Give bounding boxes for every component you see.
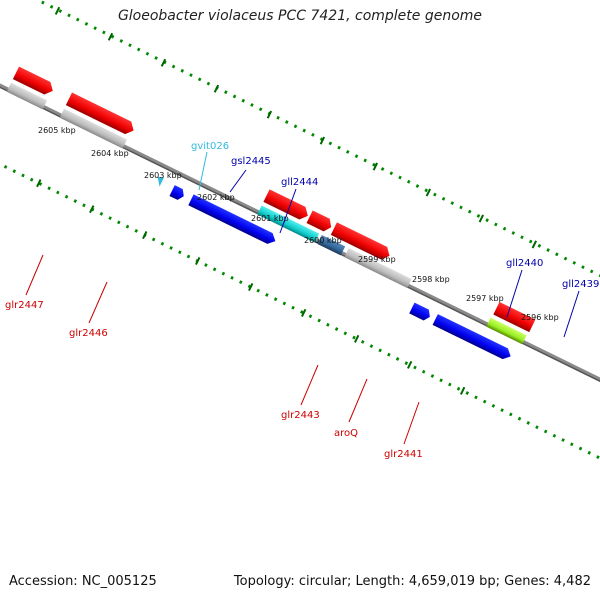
map-title: Gloeobacter violaceus PCC 7421, complete… xyxy=(117,8,483,24)
product-glr2443 xyxy=(257,205,320,243)
gene-label-glr2446: glr2446 xyxy=(69,328,108,339)
gene-label-aroQ: aroQ xyxy=(334,428,358,439)
tick-marks xyxy=(54,6,538,249)
gene-label-gll2440: gll2440 xyxy=(506,258,543,269)
gene-arrow-glr2447 xyxy=(12,66,53,95)
tick-label: 2600 kbp xyxy=(304,236,342,245)
gene-arrow-gll2444 xyxy=(188,194,276,244)
tick-label: 2599 kbp xyxy=(358,255,396,264)
tick-label: 2604 kbp xyxy=(91,149,129,158)
gene-label-gll2439: gll2439 xyxy=(562,279,599,290)
gene-arrow-gvit026 xyxy=(157,176,164,187)
feature-layer xyxy=(0,0,600,522)
tick-label: 2598 kbp xyxy=(412,275,450,284)
tick-label: 2605 kbp xyxy=(38,126,76,135)
tick-label: 2596 kbp xyxy=(521,313,559,322)
gene-arrow-glr2443 xyxy=(263,189,308,220)
gene-arrow-glr2441 xyxy=(330,222,390,260)
tick-labels: 2605 kbp 2604 kbp 2603 kbp 2602 kbp 2601… xyxy=(38,126,559,322)
product-right-lime xyxy=(486,317,527,345)
gene-label-gsl2445: gsl2445 xyxy=(231,156,271,167)
gene-arrow-aroQ xyxy=(306,210,332,232)
tick-label: 2603 kbp xyxy=(144,171,182,180)
tick-label: 2602 kbp xyxy=(197,193,235,202)
genome-summary-text: Topology: circular; Length: 4,659,019 bp… xyxy=(233,574,591,589)
gene-label-glr2447: glr2447 xyxy=(5,300,44,311)
gene-arrow-right-red xyxy=(493,301,536,333)
upper-leaders xyxy=(198,151,580,338)
gene-arrow-gsl2445 xyxy=(169,185,184,200)
gene-arrow-gll2440 xyxy=(409,302,430,321)
tick-label: 2597 kbp xyxy=(466,294,504,303)
product-glr2446 xyxy=(59,108,127,149)
tick-label: 2601 kbp xyxy=(251,214,289,223)
scale-track-inner xyxy=(0,105,600,522)
product-glr2447 xyxy=(6,82,48,110)
gene-label-gll2444: gll2444 xyxy=(281,177,318,188)
gene-arrow-gll2439 xyxy=(432,314,511,360)
product-aroQ xyxy=(317,234,346,256)
gene-label-glr2443: glr2443 xyxy=(281,410,320,421)
gene-label-gvit026: gvit026 xyxy=(191,141,229,152)
lower-gene-labels: glr2447 glr2446 glr2443 aroQ glr2441 xyxy=(5,300,423,460)
lower-leaders xyxy=(25,254,420,445)
accession-text: Accession: NC_005125 xyxy=(9,574,157,589)
upper-gene-labels: gvit026 gsl2445 gll2444 gll2440 gll2439 xyxy=(191,141,599,290)
gene-label-glr2441: glr2441 xyxy=(384,449,423,460)
scale-track-outer xyxy=(0,0,600,375)
product-glr2441 xyxy=(344,248,412,288)
gene-arrow-glr2446 xyxy=(65,92,134,135)
